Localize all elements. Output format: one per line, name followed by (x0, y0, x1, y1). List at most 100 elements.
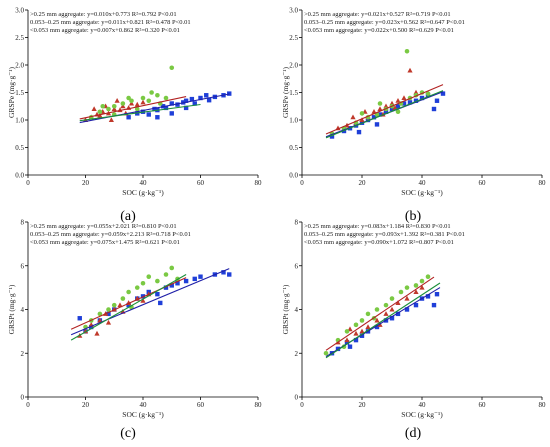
data-point-circle (126, 289, 131, 295)
y-tick-label: 2.5 (15, 34, 24, 42)
x-tick-label: 0 (300, 179, 304, 187)
x-tick-label: 40 (140, 179, 148, 187)
data-point-triangle (359, 328, 365, 334)
data-point-triangle (392, 105, 398, 110)
data-point-square (158, 300, 163, 306)
regression-equation: <0.053 mm aggregate: y=0.090x+1.072 R²=0… (304, 239, 454, 246)
y-tick-label: 2 (21, 350, 25, 358)
data-point-square (374, 324, 380, 330)
panel-2: 0 20 40 60 80 0.0 0.5 1.0 1.5 2.0 2.5 3.0 SOC (g·kg⁻… (281, 7, 546, 198)
y-tick-label: 1.5 (15, 89, 24, 97)
y-tick-label: 1.0 (289, 117, 298, 125)
data-point-circle (149, 90, 154, 95)
y-axis-label: GRSPt (mg·g⁻¹) (281, 284, 290, 334)
data-point-square (126, 115, 131, 120)
series-1 (329, 291, 440, 356)
data-point-triangle (377, 106, 383, 111)
data-point-square (192, 276, 197, 282)
y-tick-label: 2.0 (289, 62, 298, 70)
data-point-square (169, 111, 174, 116)
data-point-square (434, 291, 440, 297)
data-point-triangle (383, 103, 389, 109)
x-tick-label: 60 (479, 179, 487, 187)
data-point-square (431, 302, 437, 308)
data-point-circle (126, 95, 131, 101)
fit-line-series-1 (70, 268, 230, 336)
y-tick-label: 3.0 (15, 7, 24, 15)
fit-line-series-2 (70, 277, 187, 330)
panel-label: (c) (120, 426, 136, 441)
y-tick-label: 4 (295, 306, 299, 314)
x-tick-label: 40 (140, 401, 148, 409)
data-point-square (329, 134, 335, 139)
x-axis-label: SOC (g·kg⁻¹) (122, 188, 164, 197)
data-point-square (169, 283, 174, 288)
data-point-triangle (140, 99, 146, 105)
data-point-square (365, 117, 371, 123)
y-tick-label: 8 (295, 219, 299, 227)
data-point-triangle (389, 306, 395, 312)
data-point-square (431, 106, 437, 112)
data-point-circle (374, 307, 380, 312)
series-3 (88, 65, 175, 120)
data-point-square (175, 281, 180, 286)
data-point-square (183, 278, 189, 284)
data-point-square (175, 102, 180, 107)
data-point-square (192, 101, 197, 106)
x-tick-label: 0 (300, 401, 304, 409)
data-point-circle (120, 296, 126, 301)
fit-line-series-3 (70, 274, 187, 341)
panel-3: 0 20 40 60 80 0 2 4 6 8 SOC (g·kg⁻¹) GRSPt (mg·g⁻¹)… (7, 219, 262, 420)
series-1 (329, 91, 446, 139)
data-point-circle (359, 111, 365, 116)
data-point-square (374, 122, 380, 127)
data-point-square (401, 101, 407, 106)
data-point-triangle (114, 97, 120, 103)
data-point-circle (97, 311, 103, 317)
data-point-square (440, 91, 446, 96)
x-tick-label: 80 (539, 401, 547, 409)
data-point-circle (134, 285, 140, 290)
data-point-circle (383, 302, 389, 308)
fit-line-series-3 (325, 90, 444, 139)
data-point-triangle (365, 324, 371, 329)
data-point-circle (398, 289, 404, 295)
data-point-triangle (413, 89, 419, 95)
data-point-square (198, 95, 203, 101)
data-point-circle (155, 92, 160, 98)
x-tick-label: 60 (197, 401, 205, 409)
fit-line-series-3 (325, 282, 441, 359)
data-point-circle (169, 65, 175, 71)
x-tick-label: 20 (82, 401, 90, 409)
y-axis-label: GRSPe (mg·g⁻¹) (281, 66, 290, 118)
data-point-triangle (359, 117, 365, 122)
data-point-triangle (371, 108, 377, 114)
data-point-circle (419, 278, 425, 284)
regression-equation: <0.053 mm aggregate: y=0.022x+0.500 R²=0… (304, 27, 454, 34)
regression-equation: 0.053–0.25 mm aggregate: y=0.093x+1.392 … (304, 231, 465, 238)
y-tick-label: 4 (21, 306, 25, 314)
data-point-square (383, 109, 389, 114)
data-point-circle (323, 350, 329, 356)
data-point-triangle (401, 95, 407, 100)
regression-equation: >0.25 mm aggregate: y=0.021x+0.527 R²=0.… (304, 11, 451, 18)
data-point-circle (163, 95, 169, 101)
data-point-square (389, 316, 395, 321)
fit-line-series-3 (79, 103, 201, 122)
data-point-circle (404, 48, 410, 54)
data-point-square (389, 106, 395, 112)
y-tick-label: 0 (295, 394, 299, 402)
y-tick-label: 2.0 (15, 62, 24, 70)
y-tick-label: 8 (21, 219, 25, 227)
data-point-square (353, 337, 359, 343)
y-tick-label: 1.5 (289, 89, 298, 97)
data-point-square (359, 333, 365, 338)
data-point-triangle (111, 106, 117, 111)
data-point-circle (389, 296, 395, 301)
data-point-circle (134, 106, 140, 112)
data-point-square (155, 291, 160, 297)
y-tick-label: 0.0 (15, 172, 24, 180)
x-tick-label: 40 (419, 401, 427, 409)
data-point-circle (146, 98, 152, 104)
